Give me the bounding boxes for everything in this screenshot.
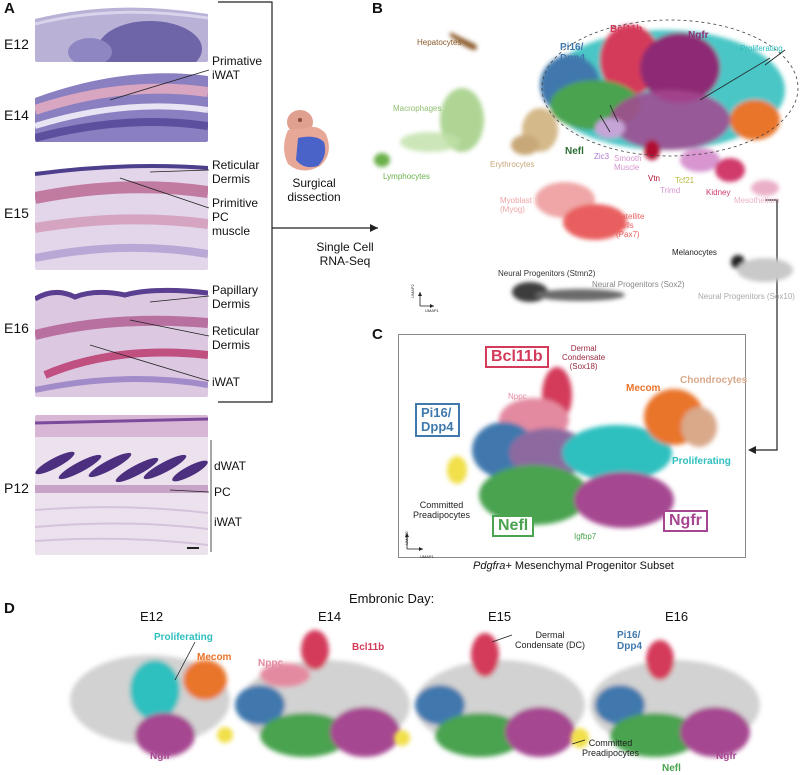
label-smooth-muscle: Smooth Muscle <box>614 154 642 172</box>
label-vtn: Vtn <box>648 174 661 183</box>
label-proliferating-c: Proliferating <box>672 456 731 467</box>
label-mecom-b: Mecom <box>745 116 772 125</box>
surgical-dissection-label: Surgical dissection <box>287 176 341 204</box>
label-ngfr-d-e12: Ngfr <box>150 751 171 762</box>
label-dermal-condensate: Dermal Condensate (Sox18) <box>562 344 606 371</box>
label-pc: PC <box>214 485 231 499</box>
label-lymphocytes: Lymphocytes <box>383 172 430 181</box>
label-ngfr-d-e16: Ngfr <box>716 751 737 762</box>
label-kidney: Kidney <box>706 188 731 197</box>
label-ngfr-c: Ngfr <box>663 510 708 532</box>
label-chondrocytes: Chondrocytes <box>680 375 748 386</box>
label-umap2-b: UMAP2 <box>410 284 415 298</box>
label-proliferating-b: Proliferating <box>740 44 783 53</box>
label-trimd: Trimd <box>660 186 681 195</box>
histology-e15-image <box>35 158 208 270</box>
label-pi16-d: Pi16/ Dpp4 <box>617 630 642 652</box>
label-bcl11b-b: Bcl11b <box>610 24 643 35</box>
label-proliferating-d: Proliferating <box>154 632 213 643</box>
label-pax3: Pax3 <box>530 436 549 445</box>
histology-p12-image <box>35 415 208 555</box>
stage-label-e16: E16 <box>4 320 29 336</box>
label-committed-preadipocytes-c: Committed Preadipocytes <box>413 500 471 520</box>
label-pi16-b: Pi16/ Dpp4 <box>560 42 585 64</box>
label-nefl-b: Nefl <box>565 146 584 157</box>
day-label-e15: E15 <box>488 609 512 624</box>
label-committed-preadipocytes-d: Committed Preadipocytes <box>582 738 640 758</box>
label-pi16-c: Pi16/ Dpp4 <box>415 403 460 437</box>
stage-label-p12: P12 <box>4 480 29 496</box>
label-melanocytes: Melanocytes <box>672 248 717 257</box>
label-dwat: dWAT <box>214 459 246 473</box>
label-primative-iwat: Primative iWAT <box>212 54 263 82</box>
day-label-e16: E16 <box>665 609 689 624</box>
label-erythrocytes: Erythrocytes <box>490 160 535 169</box>
day-label-e14: E14 <box>318 609 342 624</box>
label-iwat-p12: iWAT <box>214 515 242 529</box>
label-nefl-c: Nefl <box>492 515 535 537</box>
label-bcl11b-c: Bcl11b <box>485 346 549 368</box>
umap-all-cells <box>374 19 799 308</box>
label-umap2-c: UMAP2 <box>404 531 409 545</box>
panel-c-letter: C <box>372 326 383 343</box>
label-np-sox2: Neural Progenitors (Sox2) <box>592 280 685 289</box>
stage-label-e15: E15 <box>4 205 29 221</box>
panel-a-letter: A <box>4 0 15 17</box>
label-dermal-condensate-dc: Dermal Condensate (DC) <box>515 630 586 650</box>
label-macrophages: Macrophages <box>393 104 442 113</box>
label-umap1-c: UMAP1 <box>420 554 434 559</box>
panel-c-frame <box>398 334 746 558</box>
label-iwat-e16: iWAT <box>212 375 240 389</box>
panel-b-letter: B <box>372 0 383 17</box>
label-bcl11b-d: Bcl11b <box>352 642 385 653</box>
label-np-sox10: Neural Progenitors (Sox10) <box>698 292 795 301</box>
label-mecom-c: Mecom <box>626 383 661 394</box>
histology-e12-image <box>35 4 208 62</box>
label-tcf21: Tcf21 <box>675 176 695 185</box>
label-igfbp7: Igfbp7 <box>574 532 597 541</box>
label-nppc: Nppc <box>508 392 527 401</box>
label-reticular-dermis-e16: Reticular Dermis <box>212 324 260 352</box>
histology-e16-image <box>35 285 208 397</box>
label-zic3: Zic3 <box>594 152 610 161</box>
histology-e14-image <box>35 70 208 142</box>
label-hepatocytes: Hepatocytes <box>417 38 462 47</box>
label-np-stmn2: Neural Progenitors (Stmn2) <box>498 269 596 278</box>
single-cell-rnaseq-label: Single Cell RNA-Seq <box>316 240 374 268</box>
stage-label-e12: E12 <box>4 36 29 52</box>
label-nppc-d: Nppc <box>258 658 283 669</box>
panel-d-letter: D <box>4 600 15 617</box>
stage-label-e14: E14 <box>4 107 29 123</box>
umap-by-embryonic-day <box>70 630 760 757</box>
label-mecom-d: Mecom <box>197 652 232 663</box>
label-reticular-dermis-e15: Reticular Dermis <box>212 158 260 186</box>
panel-c-subtitle: Pdgfra+ Mesenchymal Progenitor Subset <box>473 560 674 572</box>
panel-d-title: Embronic Day: <box>349 591 435 606</box>
label-papillary-dermis: Papillary Dermis <box>212 283 259 311</box>
day-label-e12: E12 <box>140 609 164 624</box>
label-nefl-d: Nefl <box>662 763 681 774</box>
label-ngfr-b: Ngfr <box>688 30 709 41</box>
label-satellite-cells: Satellite Cells (Pax7) <box>616 212 645 239</box>
label-mesothelium: Mesothelium <box>734 196 780 205</box>
umap-mesenchymal-subset <box>405 367 717 551</box>
embryo-illustration <box>284 110 329 171</box>
label-primitive-pc-muscle: Primitive PC muscle <box>212 196 259 238</box>
label-myoblast: Myoblast (Myog) <box>500 196 533 214</box>
label-umap1-b: UMAP1 <box>425 308 439 313</box>
